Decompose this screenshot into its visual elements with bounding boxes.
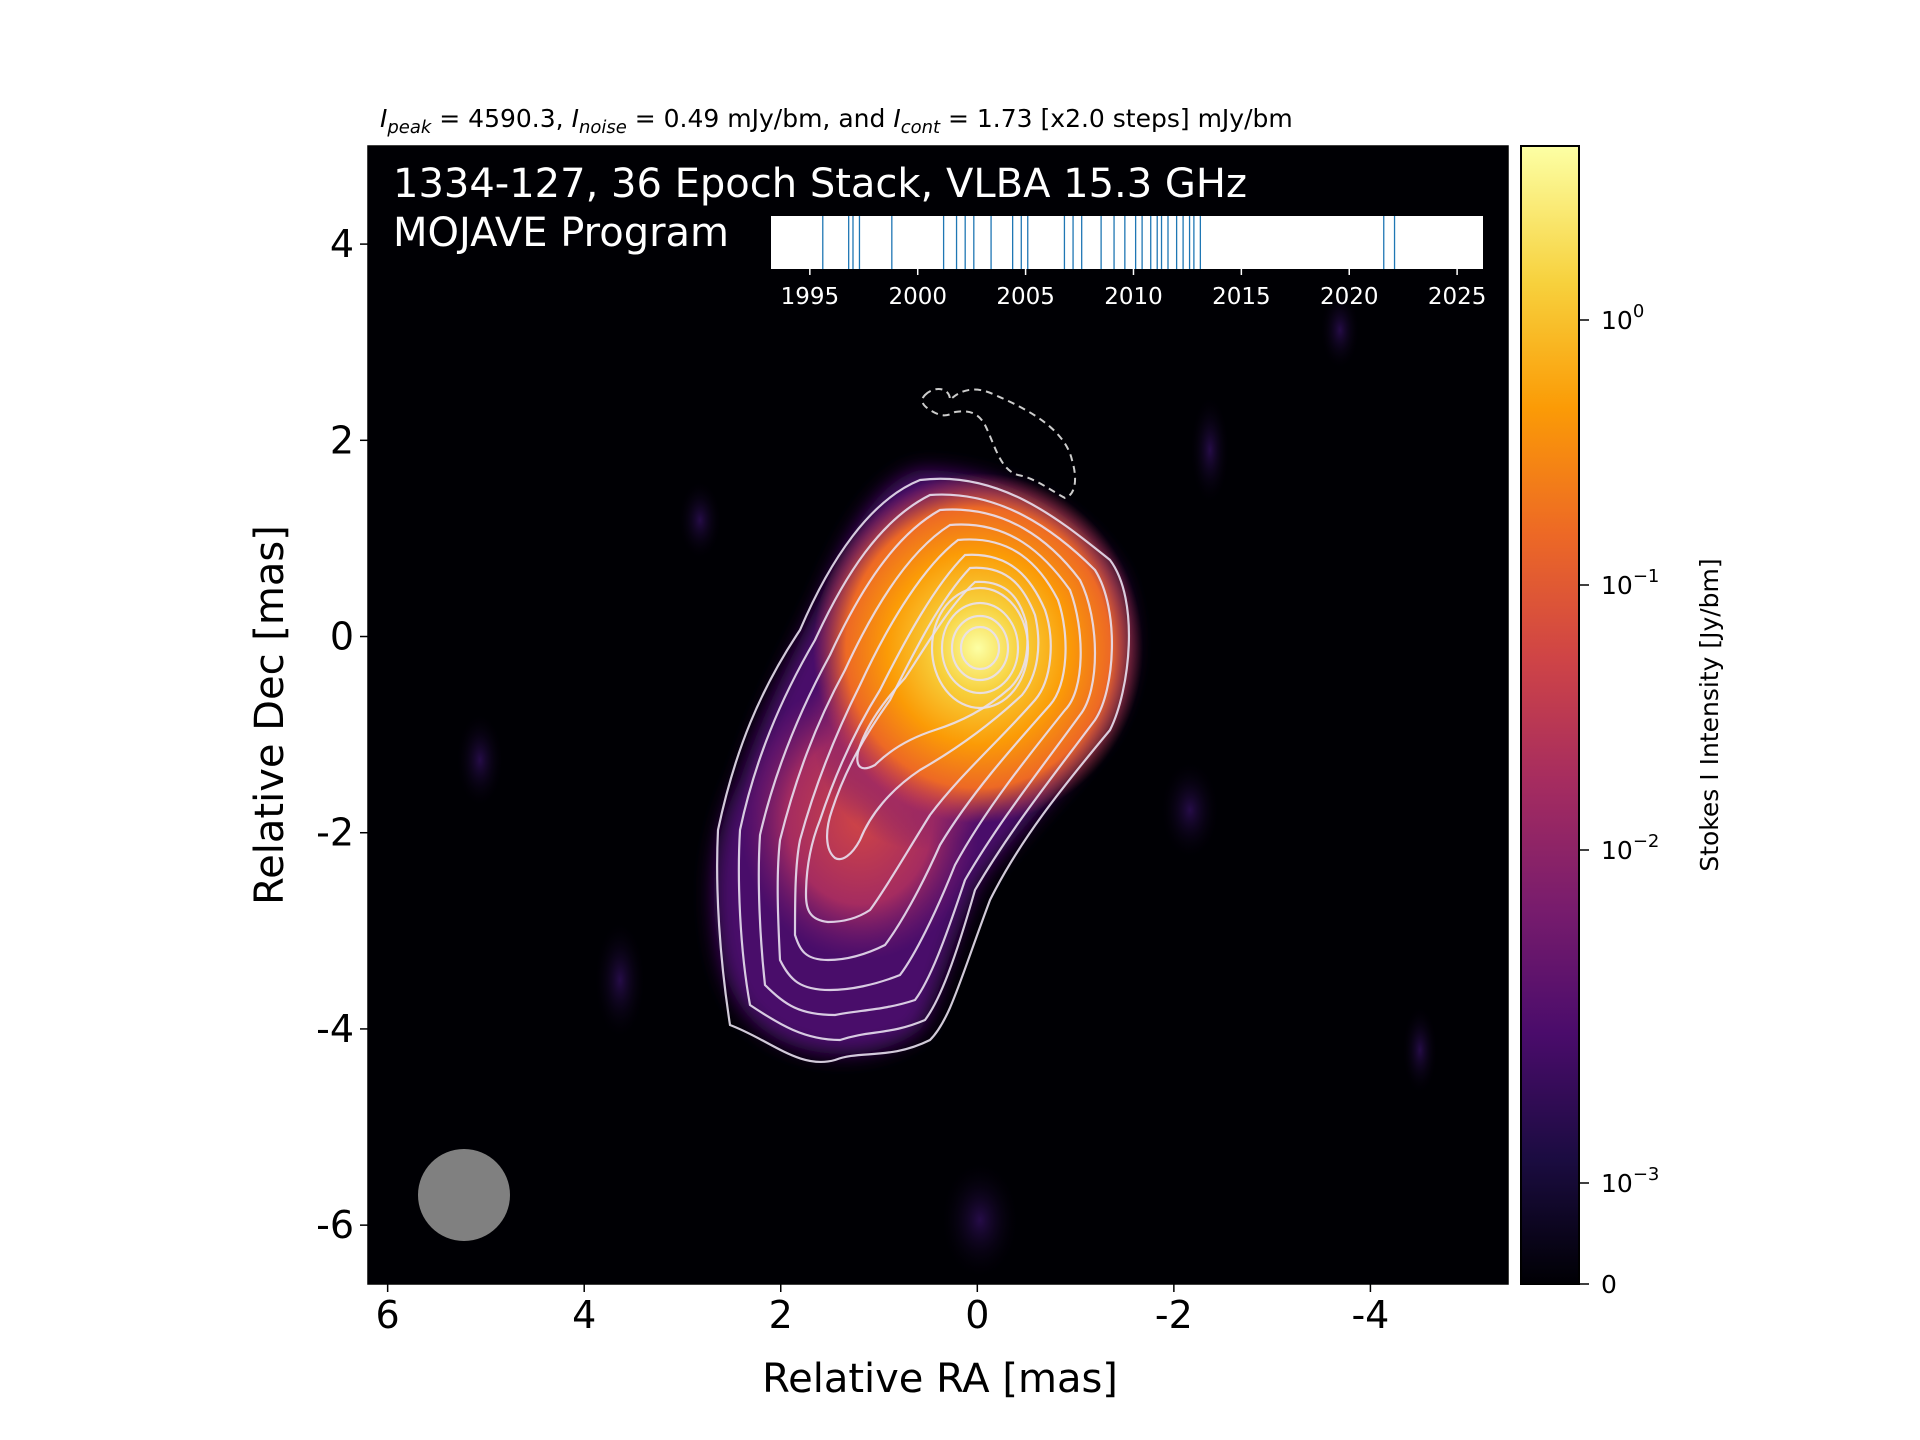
epoch-tick-label: 2005 <box>996 284 1055 310</box>
colorbar-tick-label: 0 <box>1601 1270 1617 1299</box>
header-stats: Ipeak = 4590.3, Inoise = 0.49 mJy/bm, an… <box>380 104 1293 138</box>
intensity-map <box>418 290 1438 1280</box>
x-tick-label: -4 <box>1351 1293 1389 1337</box>
x-axis-label: Relative RA [mas] <box>762 1356 1118 1402</box>
header-cont-text: = 1.73 [x2.0 steps] mJy/bm <box>940 104 1293 133</box>
contour-line <box>716 477 1130 1064</box>
contours <box>716 477 1130 1064</box>
negative-contour <box>921 388 1077 500</box>
x-tick-label: 4 <box>572 1293 596 1337</box>
noise-blob <box>456 712 504 808</box>
header-noise-text: = 0.49 mJy/bm, and <box>627 104 894 133</box>
noise-blob <box>940 1160 1020 1280</box>
header-i-cont: I <box>893 104 900 133</box>
contour-line <box>776 523 1082 992</box>
contour-line <box>940 601 1020 695</box>
contour-line <box>757 508 1097 1017</box>
colorbar-ticks: 100 10−1 10−2 10−3 0 <box>1579 301 1659 1299</box>
contour-line <box>826 566 1040 861</box>
colorbar-tick-label: 10−1 <box>1601 566 1659 600</box>
core-emission <box>813 473 1143 823</box>
epoch-tick-label: 2010 <box>1104 284 1163 310</box>
epoch-tick-label: 1995 <box>781 284 840 310</box>
contour-line <box>950 614 1010 682</box>
y-axis-label: Relative Dec [mas] <box>247 525 293 905</box>
header-cont-sub: cont <box>901 117 941 138</box>
plot-frame <box>367 145 1509 1285</box>
y-tick-label: -6 <box>316 1203 354 1247</box>
epoch-lines <box>822 216 1396 269</box>
plot-title-line1: 1334-127, 36 Epoch Stack, VLBA 15.3 GHz <box>393 161 1247 207</box>
noise-blob <box>1190 395 1230 505</box>
colorbar-gradient <box>1520 145 1580 1285</box>
contour-line <box>804 553 1052 924</box>
header-noise-sub: noise <box>579 117 627 138</box>
contour-line <box>793 538 1067 962</box>
noise-blob <box>594 920 646 1040</box>
colorbar-tick-label: 100 <box>1601 301 1644 335</box>
colorbar-tick-label: 10−2 <box>1601 831 1659 865</box>
header-peak-sub: peak <box>386 117 433 138</box>
colorbar-tick-label: 10−3 <box>1601 1164 1659 1198</box>
x-tick-label: 0 <box>965 1293 989 1337</box>
y-tick-label: -2 <box>316 811 354 855</box>
noise-blob <box>1160 760 1220 860</box>
contour-line <box>959 625 1001 671</box>
header-i-noise: I <box>572 104 579 133</box>
header-i-peak: I <box>380 104 387 133</box>
epoch-ticks: 1995 2000 2005 2010 2015 2020 2025 <box>781 269 1487 310</box>
epoch-tick-label: 2025 <box>1428 284 1487 310</box>
plot-title-line2: MOJAVE Program <box>393 210 729 256</box>
epochs-inset-box <box>771 216 1483 269</box>
epoch-tick-label: 2015 <box>1212 284 1271 310</box>
colorbar-label: Stokes I Intensity [Jy/bm] <box>1695 558 1724 871</box>
image-panel: 1334-127, 36 Epoch Stack, VLBA 15.3 GHz … <box>367 145 1509 1285</box>
epoch-tick-label: 2000 <box>888 284 947 310</box>
header-peak-text: = 4590.3, <box>431 104 571 133</box>
x-axis: 6 4 2 0 -2 -4 <box>376 1284 1389 1337</box>
noise-blob <box>1402 1005 1438 1095</box>
noise-blob <box>1320 290 1360 370</box>
colorbar: 100 10−1 10−2 10−3 0 Stokes I Intensity [Jy/… <box>1520 145 1724 1299</box>
y-tick-label: 0 <box>330 615 354 659</box>
noise-blob <box>678 480 722 560</box>
epochs-inset: 1995 2000 2005 2010 2015 2020 2025 <box>771 216 1486 310</box>
contour-line <box>930 586 1030 710</box>
y-tick-label: 4 <box>330 222 354 266</box>
contour-line <box>737 493 1114 1042</box>
x-tick-label: 6 <box>376 1293 400 1337</box>
y-tick-label: -4 <box>316 1007 354 1051</box>
beam-ellipse <box>418 1149 510 1241</box>
x-tick-label: 2 <box>769 1293 793 1337</box>
y-tick-label: 2 <box>330 418 354 462</box>
epoch-tick-label: 2020 <box>1320 284 1379 310</box>
x-tick-label: -2 <box>1155 1293 1193 1337</box>
y-axis: 4 2 0 -2 -4 -6 <box>316 222 368 1247</box>
